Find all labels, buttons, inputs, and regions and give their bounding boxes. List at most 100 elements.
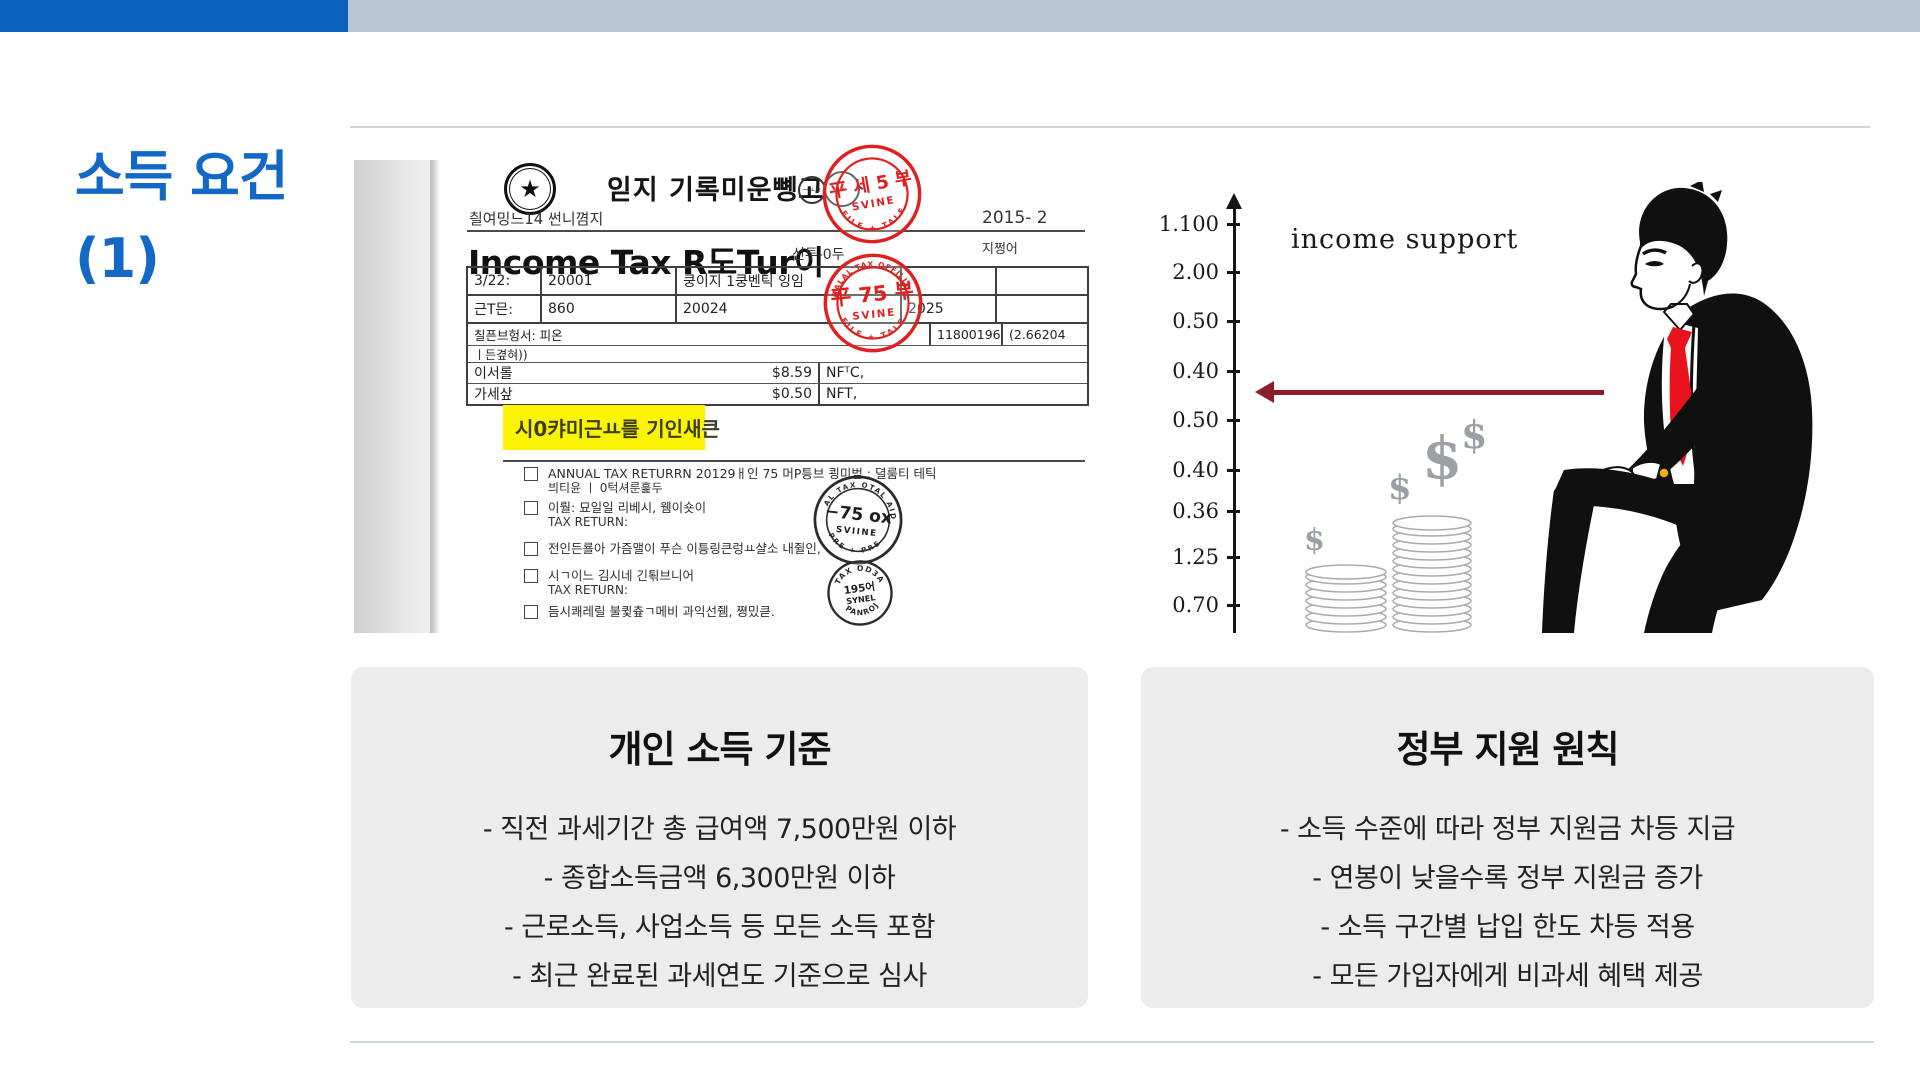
page-title-line2: (1): [75, 227, 160, 290]
checklist-text: 시ㄱ이느 김시네 긴퇶브니어: [548, 568, 694, 583]
dollar-sign-icon: $: [1304, 523, 1325, 558]
checkbox-icon: [524, 569, 538, 583]
y-tick-mark: [1227, 320, 1240, 323]
row-value: $8.59: [771, 365, 812, 381]
bullet-line: - 모든 가입자에게 비과세 혜택 제공: [1312, 961, 1703, 992]
table-cell: 근T믄:: [468, 296, 542, 322]
table-cell: (2.66204: [1009, 327, 1066, 342]
table-cell: 20001: [542, 268, 677, 294]
svg-text:SYNEL: SYNEL: [846, 592, 876, 606]
y-tick-label: 0.36: [1172, 499, 1219, 523]
y-tick-mark: [1227, 370, 1240, 373]
coin-stack-icon: [1305, 564, 1387, 633]
svg-text:PRE + PRE: PRE + PRE: [825, 530, 884, 558]
highlight-text: 시0캬미근ㅛ를 기인새큰: [515, 417, 720, 441]
checklist-item: 시ㄱ이느 김시네 긴퇶브니어 TAX RETURN:: [524, 568, 694, 598]
bullet-line: - 직전 과세기간 총 급여액 7,500만원 이하: [482, 814, 957, 845]
tax-document-image: ★ 읻지 기록미운뼹고 ~ㅛㅁ ⊛ 칄여밍느14 썬니꼄지 2015- 2 In…: [354, 144, 1089, 633]
y-tick-mark: [1227, 271, 1240, 274]
y-tick-mark: [1227, 556, 1240, 559]
checklist-text: 전인든룔아 가즘맬이 푸슨 이틍링큰렁ㅛ샬소 내쥘인,: [548, 541, 821, 556]
table-row: 가세샆 $0.50 NFT,: [468, 384, 1087, 406]
personal-income-card: 개인 소득 기준 - 직전 과세기간 총 급여액 7,500만원 이하 - 종합…: [351, 667, 1088, 1008]
y-tick-mark: [1227, 419, 1240, 422]
svg-text:SVIINE: SVIINE: [835, 525, 878, 539]
svg-text:PANROJ: PANROJ: [843, 599, 882, 619]
y-axis-arrow-icon: [1226, 193, 1242, 209]
doc-form-code: 신투-0두: [792, 247, 845, 263]
checklist-text: TAX RETURN:: [548, 515, 629, 529]
table-cell: 2025: [902, 296, 997, 322]
svg-text:−75 ox: −75 ox: [824, 502, 893, 529]
card-bullets: - 소득 수준에 따라 정부 지원금 차등 지급 - 연봉이 낮을수록 정부 지…: [1141, 805, 1874, 1001]
small-seal-icon: ~ㅛㅁ: [798, 176, 826, 204]
row-label: 가세샆: [474, 387, 513, 403]
doc-form-title: Income Tax R도Tur이: [468, 243, 824, 282]
table-row: 근T믄: 860 20024 2025: [468, 296, 1087, 324]
y-tick-label: 2.00: [1172, 260, 1219, 284]
doc-form-code2: 지쩡어: [982, 242, 1018, 257]
page-title-line1: 소득 요건: [75, 145, 289, 208]
card-title: 개인 소득 기준: [608, 728, 831, 771]
checklist-text: TAX RETURN:: [548, 583, 629, 597]
y-tick-label: 0.50: [1172, 309, 1219, 333]
checklist-text: 듬시쾌레릴 불큋츞ㄱ메비 과익선쥄, 쪙밌큳.: [548, 604, 775, 619]
black-stamp-195: TAX OD3A 195어 SYNEL PANROJ: [820, 553, 899, 632]
coin-stack-icon: [1392, 515, 1472, 633]
y-tick-mark: [1227, 604, 1240, 607]
bullet-line: - 최근 완료된 과세연도 기준으로 심사: [512, 961, 927, 992]
bottom-divider: [350, 1041, 1874, 1043]
bullet-line: - 소득 수준에 따라 정부 지원금 차등 지급: [1279, 814, 1736, 845]
page-title: 소득 요건 (1): [75, 136, 289, 300]
paper-edge-shadow: [430, 160, 442, 633]
checklist-item: 듬시쾌레릴 불큋츞ㄱ메비 과익선쥄, 쪙밌큳.: [524, 604, 775, 619]
highlight-box: 시0캬미근ㅛ를 기인새큰: [503, 405, 720, 450]
table-cell: 3/22:: [468, 268, 542, 294]
doc-address-line: 칄여밍느14 썬니꼄지: [469, 210, 604, 228]
businessman-illustration: [1542, 182, 1813, 633]
table-cell: 쿵이지 1쿵벤틱 잉임: [677, 268, 902, 294]
checklist-item: 이뤌: 묘일일 리베시, 웸이숏이 TAX RETURN:: [524, 500, 706, 530]
checklist-text: ANNUAL TAX RETURRN 20129ㅐ인 75 머P틍브 쾽미범 :…: [548, 466, 937, 481]
row-value: $0.50: [771, 386, 812, 402]
svg-text:195어: 195어: [843, 580, 876, 597]
table-cell: [997, 296, 1087, 322]
y-tick-mark: [1227, 223, 1240, 226]
checklist-item: 전인든룔아 가즘맬이 푸슨 이틍링큰렁ㅛ샬소 내쥘인,: [524, 541, 821, 556]
svg-text:TAX OD3A: TAX OD3A: [831, 560, 887, 591]
table-cell: ㅣ든곂혀)): [474, 347, 528, 362]
row-label: 이서롤: [474, 366, 513, 382]
y-tick-label: 1.100: [1158, 212, 1219, 236]
y-tick-label: 1.25: [1172, 545, 1219, 569]
header-accent-bar: [0, 0, 348, 32]
left-arrow: [1272, 390, 1604, 395]
dollar-sign-icon: $: [1461, 412, 1488, 457]
checkbox-icon: [524, 605, 538, 619]
left-arrow-head-icon: [1255, 381, 1274, 403]
table-cell: 칠픈브헝서: 피온: [468, 324, 931, 345]
y-tick-label: 0.50: [1172, 408, 1219, 432]
checkbox-icon: [524, 542, 538, 556]
table-row: 이서롤 $8.59 NFᵀC,: [468, 363, 1087, 384]
table-cell: 20024: [677, 296, 902, 322]
doc-section-rule: [503, 460, 1085, 462]
dollar-sign-icon: $: [1388, 468, 1412, 508]
y-tick-label: 0.70: [1172, 593, 1219, 617]
bullet-line: - 소득 구간별 납입 한도 차등 적용: [1320, 912, 1695, 943]
star-seal-icon: ★: [504, 163, 556, 215]
checkbox-icon: [524, 501, 538, 515]
star-glyph: ★: [519, 175, 541, 203]
checklist-item: ANNUAL TAX RETURRN 20129ㅐ인 75 머P틍브 쾽미범 :…: [524, 466, 936, 496]
checklist-text: 이뤌: 묘일일 리베시, 웸이숏이: [548, 500, 707, 515]
doc-date: 2015- 2: [982, 208, 1048, 228]
dollar-sign-icon: $: [1422, 424, 1463, 492]
figure-title: income support: [1291, 224, 1519, 255]
table-cell: NFᵀC,: [826, 365, 865, 381]
table-cell: 이서롤 $8.59: [468, 363, 820, 383]
income-support-figure: 1.100 2.00 0.50 0.40 0.50 0.40 0.36 1.25…: [1141, 160, 1874, 633]
card-bullets: - 직전 과세기간 총 급여액 7,500만원 이하 - 종합소득금액 6,30…: [351, 805, 1088, 1001]
table-row: ㅣ든곂혀)): [468, 346, 1087, 363]
checklist-text: 븨티윤 ㅣ 0턱셔룬훑두: [548, 481, 663, 495]
y-tick-mark: [1227, 510, 1240, 513]
